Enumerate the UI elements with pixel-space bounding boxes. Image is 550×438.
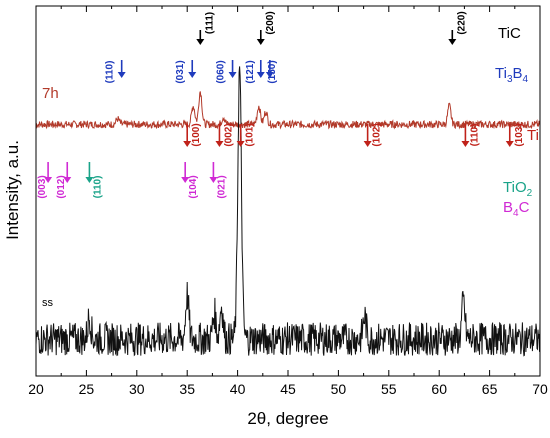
x-tick-label: 25 bbox=[79, 381, 95, 397]
peak-arrow-head bbox=[448, 39, 457, 45]
peak-arrow-head bbox=[505, 141, 514, 147]
peak-arrow-head bbox=[256, 39, 265, 45]
peak-label: (110) bbox=[105, 61, 116, 84]
series-label-7h: 7h bbox=[42, 85, 59, 102]
peak-label: (002) bbox=[224, 123, 235, 146]
peak-arrow-head bbox=[461, 141, 470, 147]
x-tick-label: 50 bbox=[331, 381, 347, 397]
peak-arrow-head bbox=[117, 72, 126, 78]
peak-arrow-head bbox=[63, 177, 72, 183]
peak-label: (104) bbox=[188, 175, 199, 198]
legend-entry-TiC: TiC bbox=[498, 25, 521, 42]
peak-label: (101) bbox=[245, 123, 256, 146]
x-tick-label: 40 bbox=[230, 381, 246, 397]
x-tick-label: 60 bbox=[431, 381, 447, 397]
series-line-7h bbox=[35, 91, 541, 130]
x-axis-label: 2θ, degree bbox=[247, 409, 328, 428]
peak-arrow-head bbox=[256, 72, 265, 78]
legend-entry-TiO2: TiO2 bbox=[503, 179, 533, 199]
axes: 20 25 30 35 40 45 50 55 60 65 70 bbox=[28, 6, 548, 397]
peak-label: (103) bbox=[514, 123, 525, 146]
x-tick-label: 30 bbox=[129, 381, 145, 397]
x-tick-label: 45 bbox=[280, 381, 296, 397]
x-tick-label: 65 bbox=[482, 381, 498, 397]
peak-arrow-head bbox=[265, 72, 274, 78]
peak-label: (100) bbox=[191, 123, 202, 146]
peak-arrow-head bbox=[215, 141, 224, 147]
peak-label: (012) bbox=[56, 175, 67, 198]
peak-label: (021) bbox=[216, 175, 227, 198]
peak-label: (060) bbox=[216, 60, 227, 83]
peak-arrow-head bbox=[209, 177, 218, 183]
series-label-ss: ss bbox=[42, 297, 54, 309]
peak-arrow-head bbox=[188, 72, 197, 78]
x-tick-label: 70 bbox=[532, 381, 548, 397]
peak-label: (110) bbox=[469, 124, 480, 147]
peak-label: (031) bbox=[175, 60, 186, 83]
peak-arrow-head bbox=[236, 141, 245, 147]
legend-entry-B4C: B4C bbox=[503, 199, 530, 219]
peak-arrow-head bbox=[363, 141, 372, 147]
legend-entry-Ti: Ti bbox=[527, 127, 539, 144]
peak-label: (111) bbox=[204, 12, 215, 34]
peak-arrow-head bbox=[181, 177, 190, 183]
peak-label: (220) bbox=[456, 11, 467, 34]
y-axis-label: Intensity, a.u. bbox=[3, 140, 22, 240]
peak-arrow-head bbox=[228, 72, 237, 78]
series-lines: 7h ss bbox=[35, 66, 541, 357]
peak-label: (102) bbox=[372, 123, 383, 146]
peak-arrow-head bbox=[85, 177, 94, 183]
legend-entry-Ti3B4: Ti3B4 bbox=[495, 65, 529, 85]
peak-arrow-head bbox=[44, 177, 53, 183]
x-tick-label: 35 bbox=[179, 381, 195, 397]
peak-label: (121) bbox=[245, 60, 256, 83]
peak-arrow-head bbox=[183, 141, 192, 147]
peak-annotations: (111) (200) (220) (110) (031) (060) (121) (150)… bbox=[37, 11, 525, 198]
series-line-ss bbox=[35, 66, 541, 357]
peak-label: (110) bbox=[92, 176, 103, 199]
peak-label: (003) bbox=[37, 175, 48, 198]
peak-label: (200) bbox=[265, 11, 276, 34]
x-tick-label: 55 bbox=[381, 381, 397, 397]
x-tick-label: 20 bbox=[28, 381, 44, 397]
peak-label: (150) bbox=[267, 60, 278, 83]
peak-arrow-head bbox=[196, 39, 205, 45]
